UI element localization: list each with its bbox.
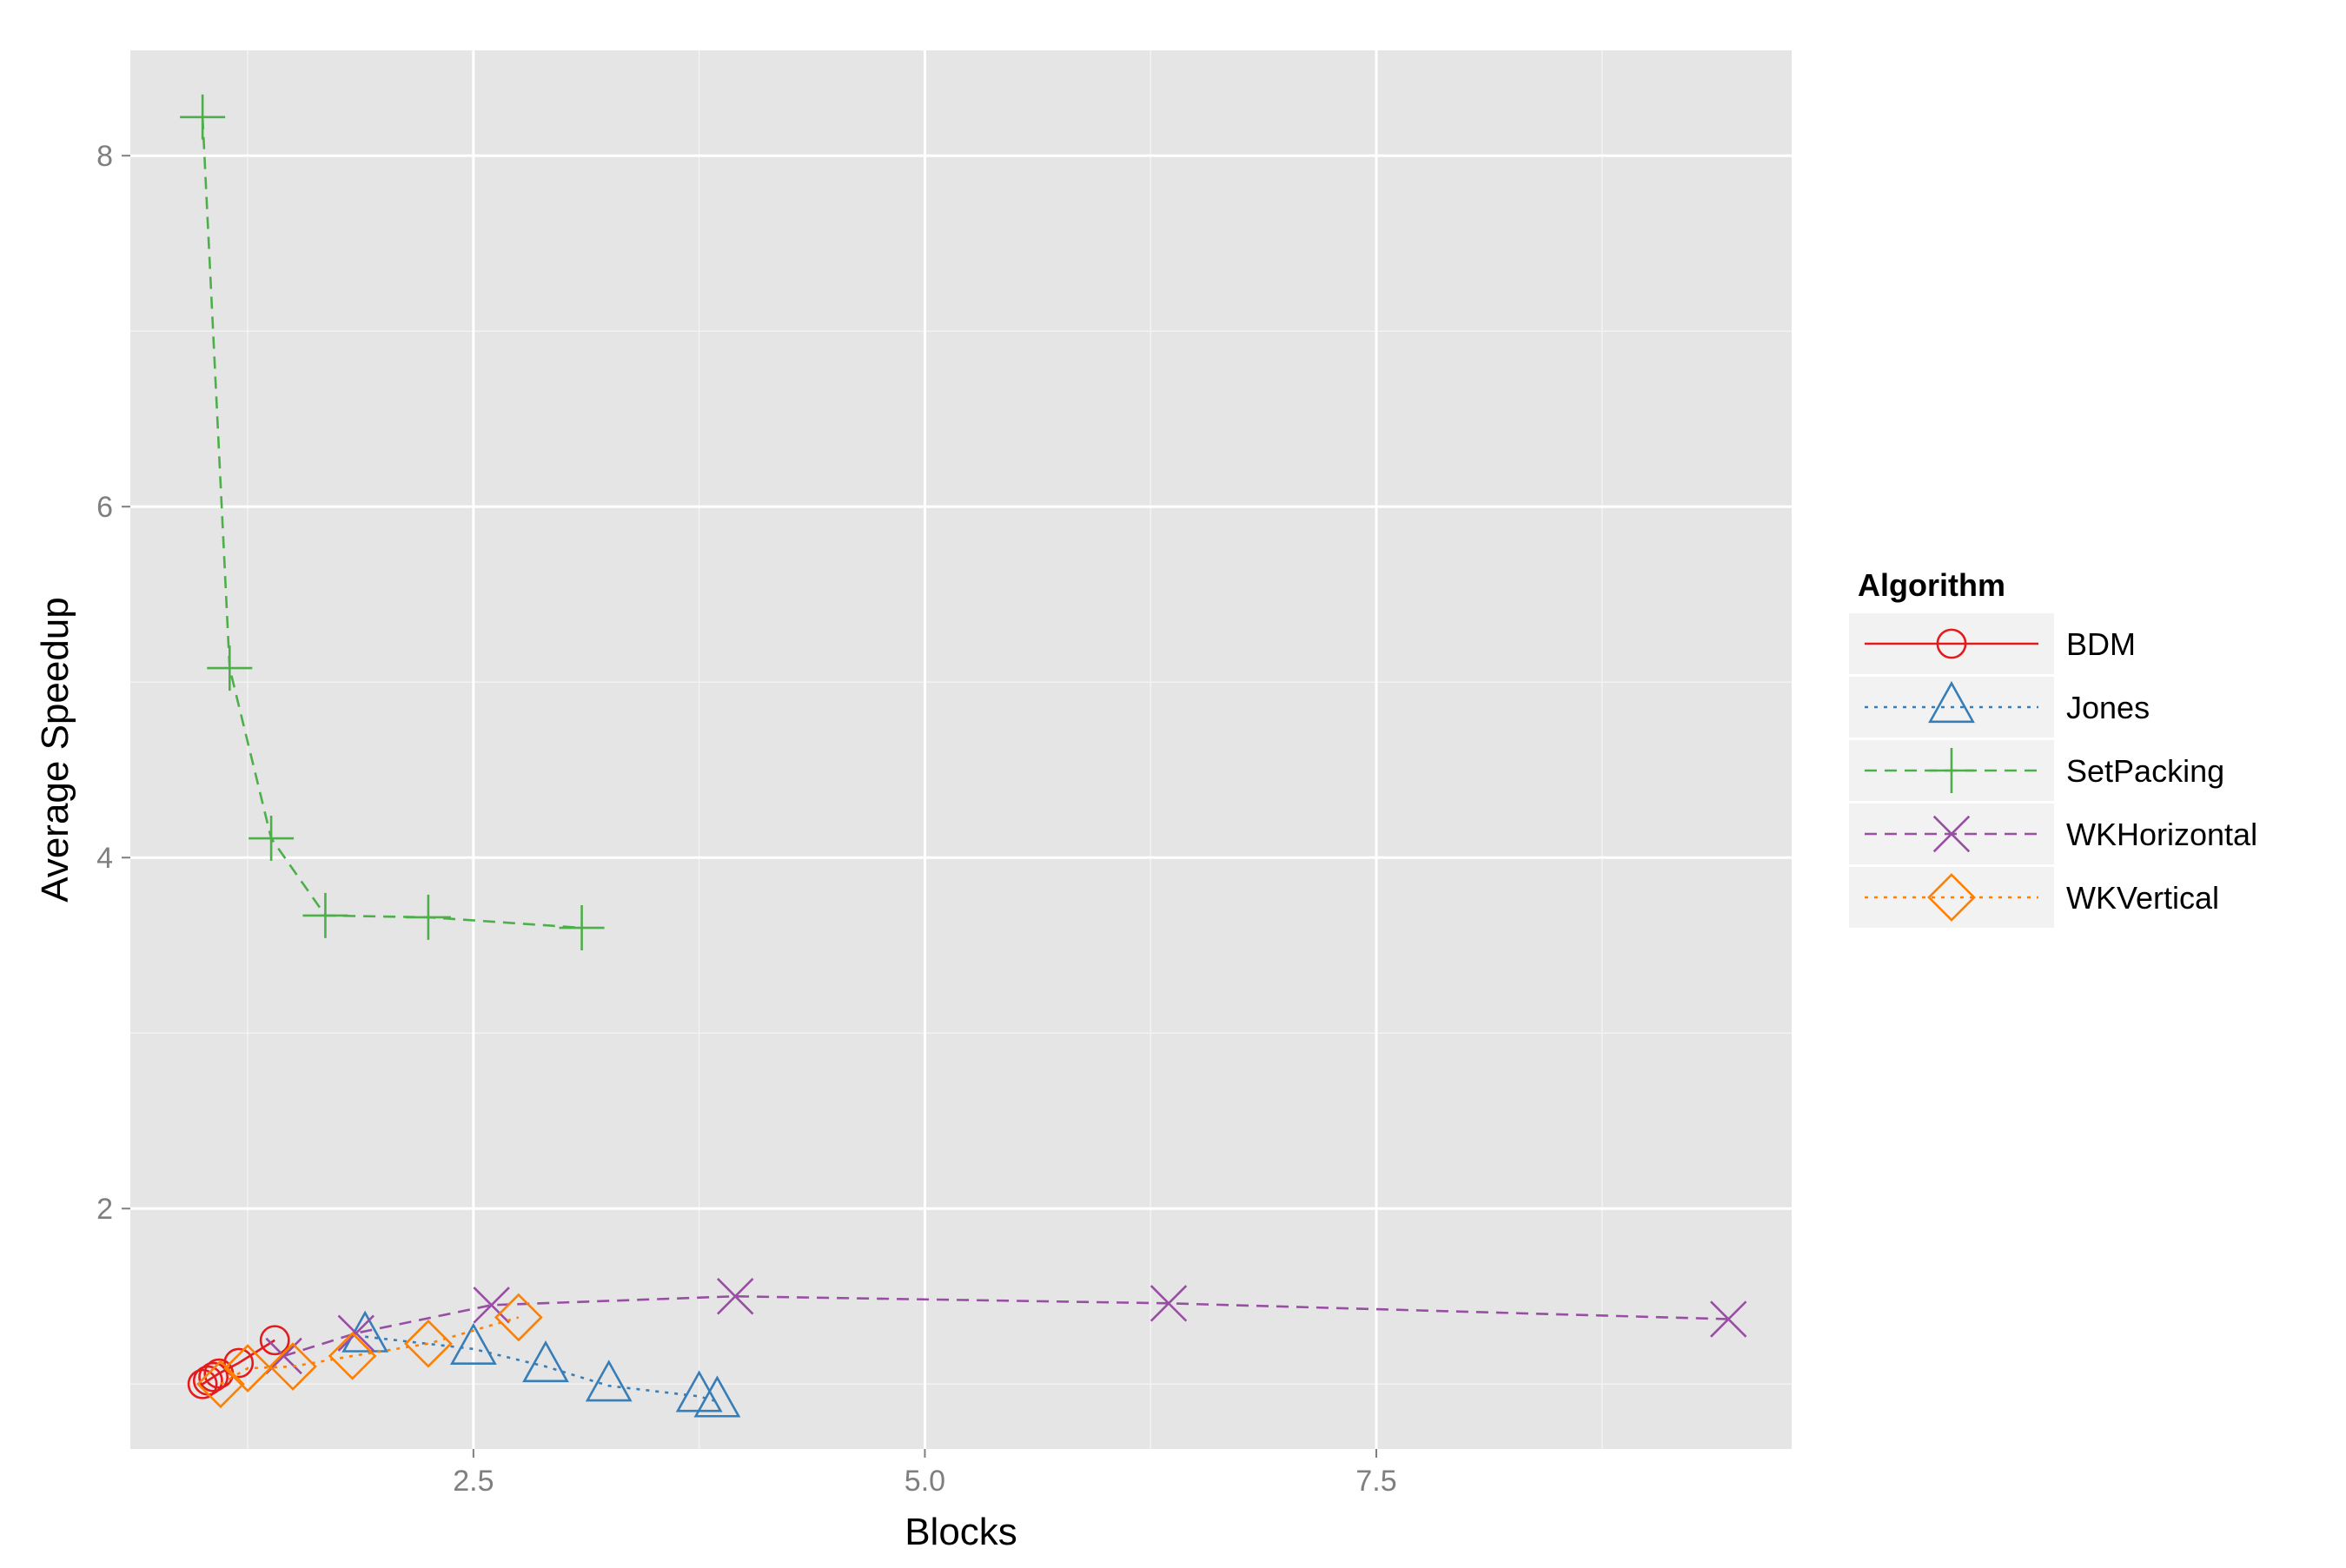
x-tick-label: 7.5	[1355, 1465, 1396, 1498]
data-point-wkvertical	[196, 1360, 245, 1409]
x-tick-label: 5.0	[905, 1465, 945, 1498]
data-point-bdm	[223, 1347, 255, 1379]
data-point-jones	[693, 1375, 741, 1418]
legend-marker-jones	[1928, 680, 1975, 724]
series-wkhorizontal	[265, 1278, 1747, 1375]
data-point-bdm	[198, 1361, 229, 1393]
data-point-setpacking	[180, 94, 226, 140]
legend-item-wkhorizontal: WKHorizontal	[1849, 804, 2257, 864]
data-point-jones	[449, 1322, 497, 1365]
legend-label-setpacking: SetPacking	[2066, 753, 2224, 789]
series-setpacking	[180, 94, 605, 951]
data-point-wkvertical	[328, 1332, 377, 1380]
legend-title: Algorithm	[1858, 567, 2005, 603]
data-point-bdm	[187, 1368, 218, 1399]
x-tick-label: 2.5	[453, 1465, 494, 1498]
series-line-setpacking	[201, 116, 582, 930]
data-point-bdm	[259, 1325, 290, 1356]
legend-marker-setpacking	[1929, 748, 1974, 793]
data-point-setpacking	[302, 892, 348, 938]
legend-item-jones: Jones	[1849, 677, 2150, 738]
y-axis-title: Average Speedup	[34, 597, 76, 902]
data-point-wkvertical	[268, 1342, 317, 1391]
legend: Algorithm BDM Jones SetPacking WKHorizontal…	[1849, 567, 2257, 928]
series-line-wkvertical	[220, 1316, 520, 1386]
legend-marker-wkvertical	[1927, 873, 1976, 922]
data-point-wkvertical	[494, 1293, 543, 1342]
legend-marker-wkhorizontal	[1932, 815, 1971, 853]
grid-major	[130, 50, 1792, 1449]
x-axis-title: Blocks	[905, 1511, 1017, 1553]
grid-minor	[130, 50, 1792, 1449]
data-point-jones	[522, 1340, 569, 1383]
legend-label-bdm: BDM	[2066, 626, 2136, 662]
legend-item-wkvertical: WKVertical	[1849, 867, 2219, 928]
data-point-setpacking	[249, 816, 295, 862]
legend-label-jones: Jones	[2066, 690, 2150, 725]
data-point-wkvertical	[404, 1319, 453, 1368]
y-tick-label: 4	[96, 842, 113, 875]
series-bdm	[187, 1325, 290, 1399]
series-layer	[180, 94, 1747, 1418]
data-point-setpacking	[559, 905, 605, 951]
series-line-wkhorizontal	[283, 1294, 1729, 1358]
data-point-wkvertical	[223, 1344, 272, 1393]
data-point-wkhorizontal	[717, 1278, 754, 1315]
legend-item-setpacking: SetPacking	[1849, 740, 2224, 801]
data-point-wkhorizontal	[337, 1314, 374, 1352]
legend-label-wkvertical: WKVertical	[2066, 880, 2219, 916]
data-point-jones	[585, 1360, 633, 1402]
series-wkvertical	[196, 1293, 543, 1409]
data-point-wkhorizontal	[1150, 1285, 1188, 1322]
data-point-wkhorizontal	[1710, 1300, 1747, 1338]
data-point-setpacking	[405, 894, 451, 940]
y-tick-label: 2	[96, 1193, 113, 1226]
data-point-wkhorizontal	[473, 1287, 510, 1324]
y-tick-label: 8	[96, 140, 113, 173]
plot-panel	[130, 50, 1792, 1449]
legend-item-bdm: BDM	[1849, 613, 2136, 674]
axes: 2.5 5.0 7.5 2 4 6 8	[96, 140, 1397, 1498]
data-point-setpacking	[207, 645, 253, 691]
legend-marker-bdm	[1936, 628, 1967, 659]
legend-label-wkhorizontal: WKHorizontal	[2066, 817, 2257, 852]
y-tick-label: 6	[96, 491, 113, 524]
